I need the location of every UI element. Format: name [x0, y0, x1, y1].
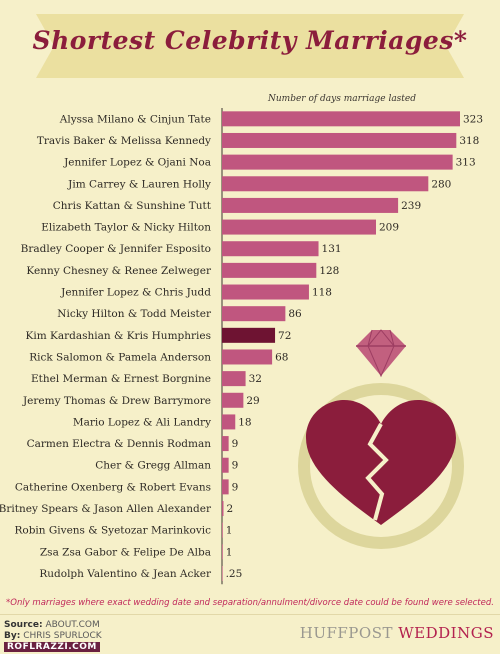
bar [222, 284, 309, 300]
category-label: Jim Carrey & Lauren Holly [67, 178, 211, 190]
author-value: CHRIS SPURLOCK [23, 631, 102, 641]
brand-part1: HUFFPOST [299, 624, 393, 642]
bar [222, 436, 229, 452]
category-label: Kim Kardashian & Kris Humphries [26, 330, 211, 342]
value-label: 128 [319, 265, 339, 277]
value-label: 18 [238, 416, 251, 428]
bar [222, 219, 376, 235]
title-banner [36, 14, 464, 78]
source-value: ABOUT.COM [45, 620, 100, 630]
category-label: Nicky Hilton & Todd Meister [57, 308, 212, 320]
category-label: Carmen Electra & Dennis Rodman [27, 438, 212, 450]
bar [222, 132, 457, 148]
value-label: 313 [456, 157, 476, 169]
value-label: 72 [278, 330, 291, 342]
category-label: Britney Spears & Jason Allen Alexander [0, 503, 212, 515]
bar [222, 349, 273, 365]
category-label: Alyssa Milano & Cinjun Tate [59, 113, 211, 125]
value-label: 323 [463, 113, 483, 125]
value-label: 118 [312, 287, 332, 299]
category-label: Robin Givens & Syetozar Marinkovic [14, 525, 211, 537]
bar [222, 154, 453, 170]
bar [222, 501, 224, 517]
watermark: ROFLRAZZI.COM [4, 642, 100, 652]
chart-title: Shortest Celebrity Marriages* [32, 26, 468, 55]
credits: Source: ABOUT.COM By: CHRIS SPURLOCK [4, 620, 102, 642]
bar [222, 392, 244, 408]
author-label: By: [4, 631, 21, 641]
category-label: Cher & Gregg Allman [95, 460, 211, 472]
category-label: Bradley Cooper & Jennifer Esposito [21, 243, 211, 255]
bar [222, 544, 223, 560]
bar [222, 306, 286, 322]
ring-icon [298, 329, 464, 549]
value-label: 131 [322, 243, 342, 255]
category-label: Mario Lopez & Ali Landry [73, 416, 211, 428]
bar [222, 197, 399, 213]
source-label: Source: [4, 620, 43, 630]
bar [222, 479, 229, 495]
value-label: 9 [232, 481, 239, 493]
bar [222, 522, 223, 538]
value-label: 32 [249, 373, 262, 385]
value-label: 209 [379, 222, 399, 234]
category-label: Jeremy Thomas & Drew Barrymore [22, 395, 211, 407]
category-label: Rudolph Valentino & Jean Acker [39, 568, 212, 580]
category-label: Chris Kattan & Sunshine Tutt [53, 200, 212, 212]
value-label: 239 [401, 200, 421, 212]
category-label: Travis Baker & Melissa Kennedy [37, 135, 211, 147]
value-label: 68 [275, 351, 288, 363]
bar [222, 565, 223, 581]
category-label: Rick Salomon & Pamela Anderson [29, 351, 211, 363]
category-label: Catherine Oxenberg & Robert Evans [15, 481, 211, 493]
value-label: 1 [226, 525, 233, 537]
value-label: 280 [431, 178, 451, 190]
value-label: 1 [226, 546, 233, 558]
bar [222, 414, 236, 430]
bar [222, 241, 319, 257]
divider [0, 614, 500, 615]
bar [222, 262, 317, 278]
category-label: Kenny Chesney & Renee Zelweger [26, 265, 212, 277]
bar [222, 457, 229, 473]
footnote: *Only marriages where exact wedding date… [6, 598, 494, 608]
value-label: .25 [226, 568, 243, 580]
category-label: Jennifer Lopez & Ojani Noa [63, 157, 211, 169]
value-label: 318 [459, 135, 479, 147]
bar [222, 176, 429, 192]
value-label: 9 [232, 460, 239, 472]
brand-part2: WEDDINGS [398, 624, 494, 642]
category-label: Zsa Zsa Gabor & Felipe De Alba [40, 546, 211, 558]
category-label: Elizabeth Taylor & Nicky Hilton [41, 222, 211, 234]
value-label: 29 [246, 395, 259, 407]
value-label: 2 [226, 503, 233, 515]
bar [222, 371, 246, 387]
value-label: 9 [232, 438, 239, 450]
axis-label: Number of days marriage lasted [267, 94, 417, 104]
value-label: 86 [288, 308, 302, 320]
broken-heart-icon [306, 400, 456, 525]
bar [222, 327, 276, 343]
brand-logo: HUFFPOST WEDDINGS [300, 624, 494, 642]
category-label: Ethel Merman & Ernest Borgnine [31, 373, 211, 385]
diamond-icon [356, 329, 406, 378]
category-label: Jennifer Lopez & Chris Judd [60, 287, 211, 299]
bar [222, 111, 460, 127]
